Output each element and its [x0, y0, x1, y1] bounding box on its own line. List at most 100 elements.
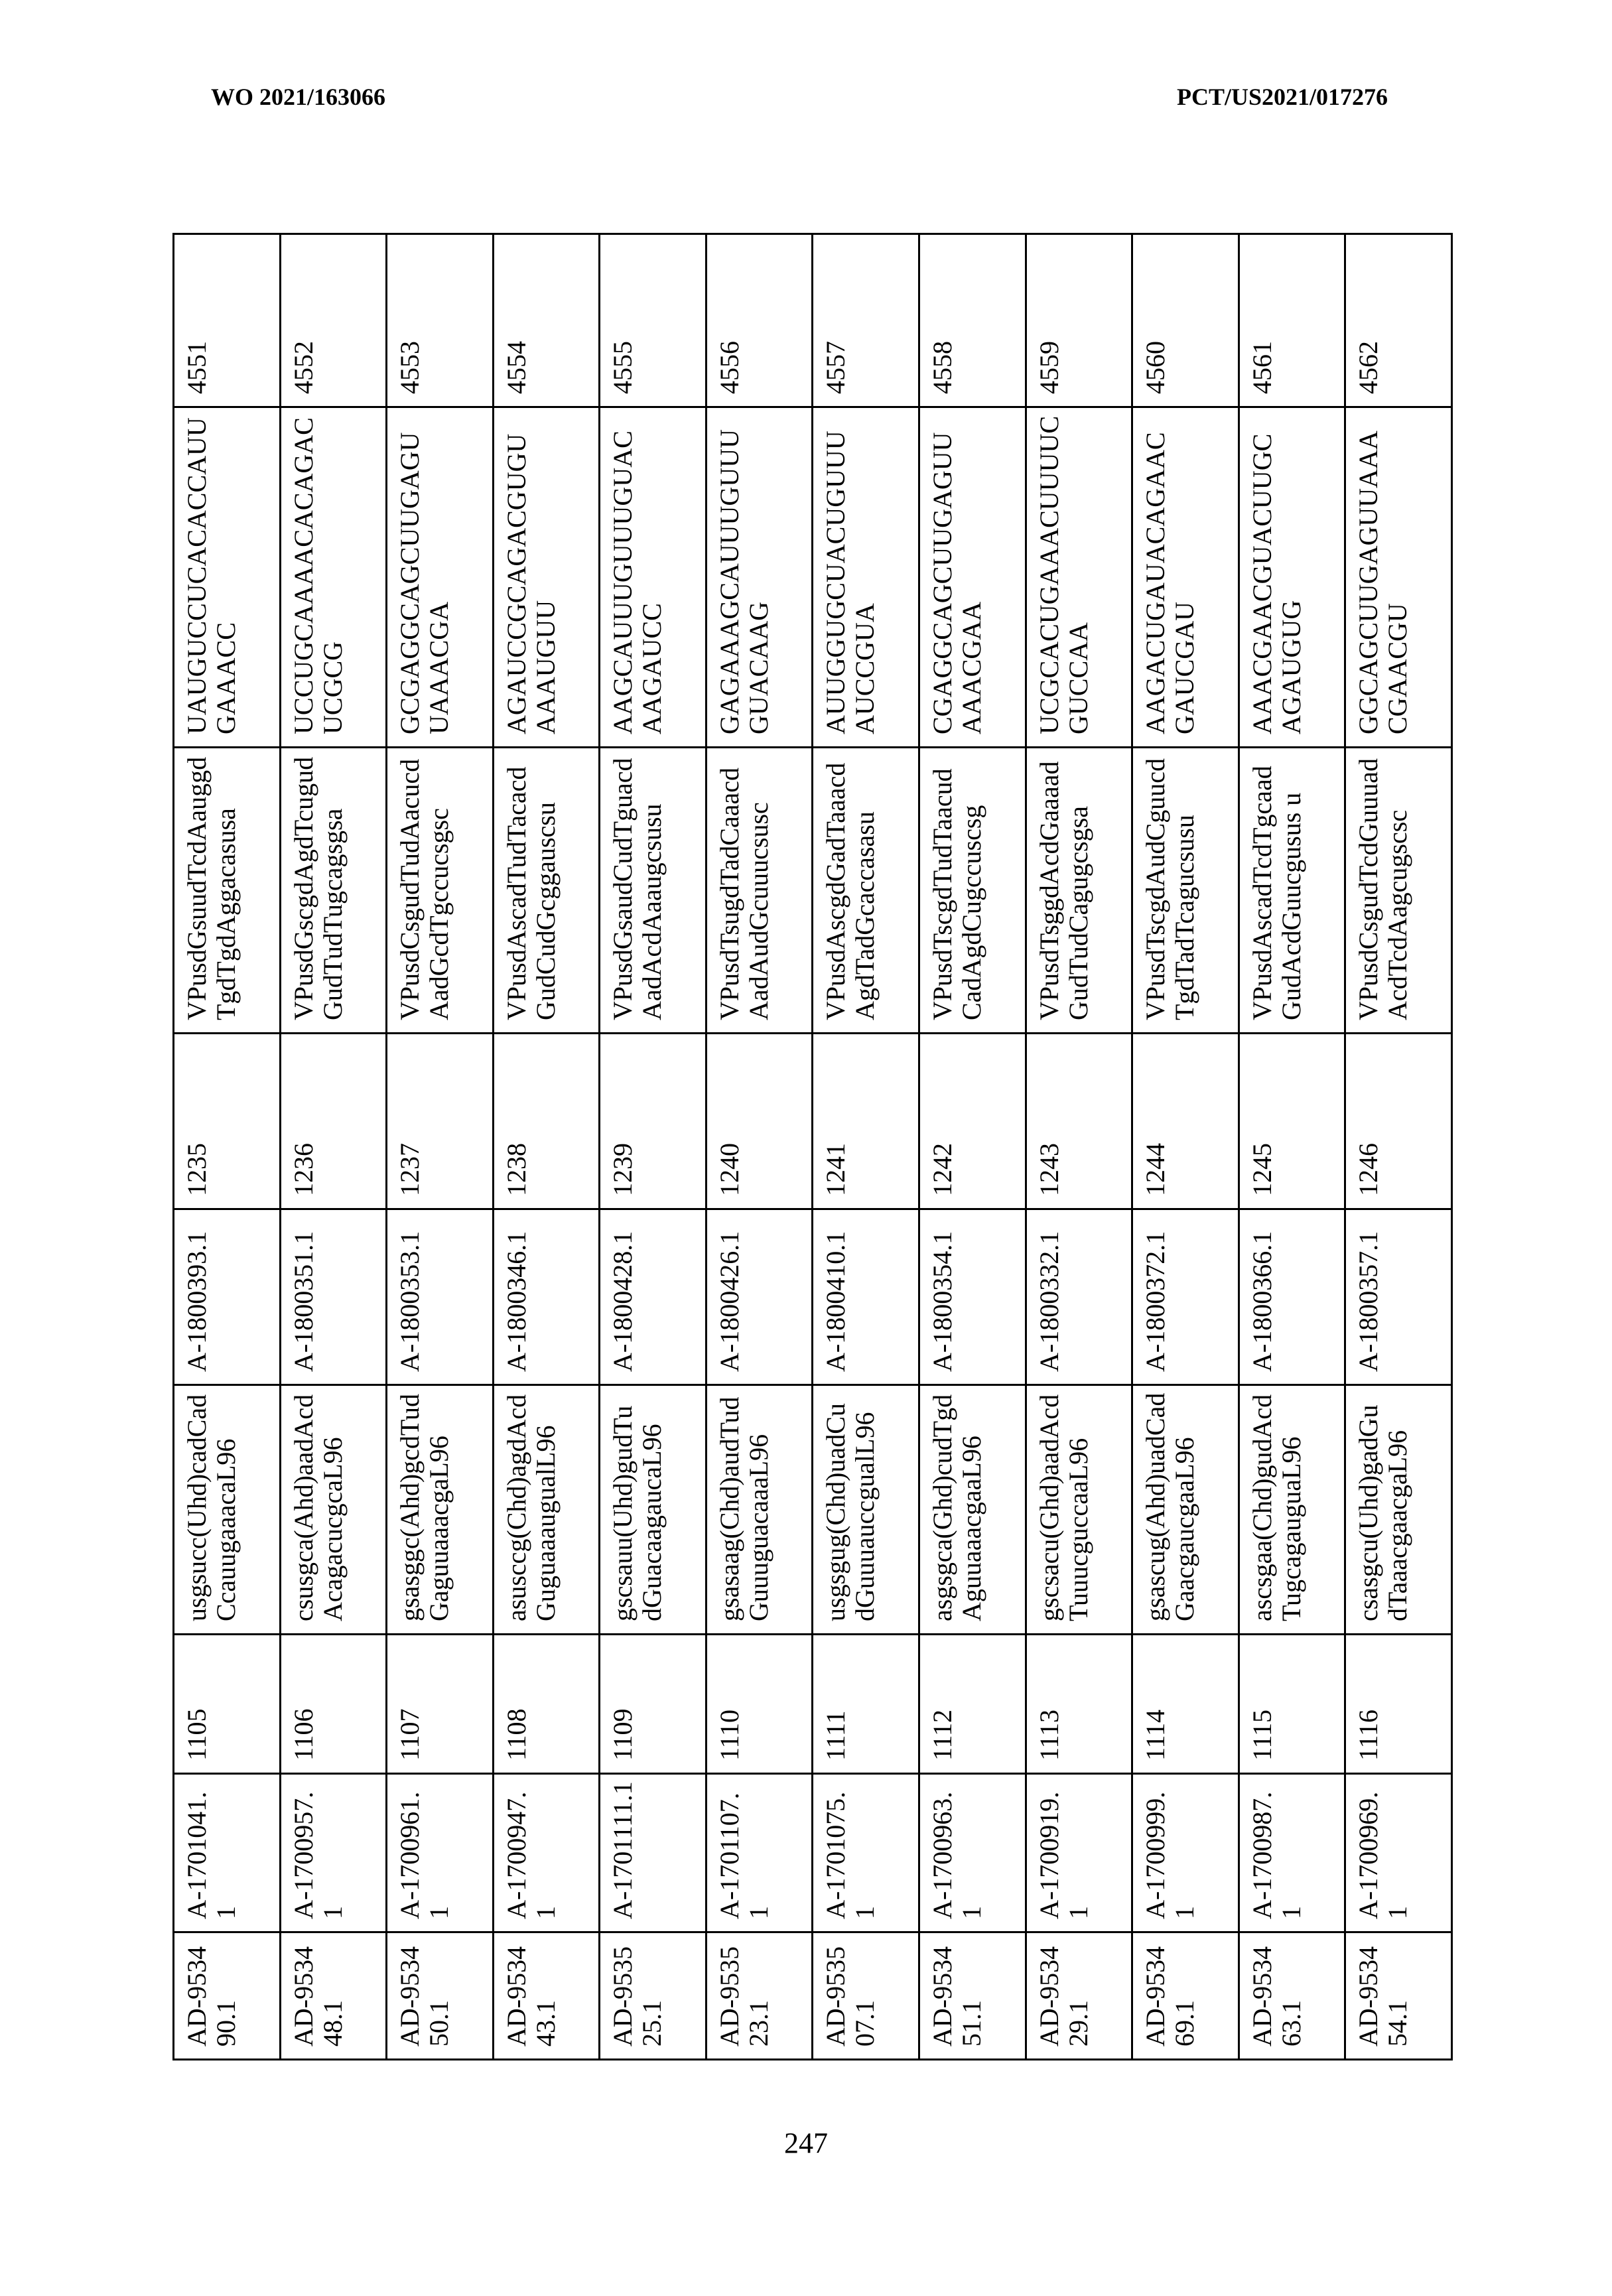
antisense-seq-id-cell: 1242 [919, 1034, 1026, 1209]
antisense-sequence-cell: VPusdTsugdTadCaaacdAadAudGcuuucsusc [706, 748, 813, 1034]
antisense-sequence-cell: VPusdAscadTcdTgcaadGudAcdGuucgusus u [1239, 748, 1345, 1034]
duplex-id-cell: AD-953454.1 [1345, 1932, 1452, 2060]
sense-sequence-cell: asusccg(Chd)agdAcdGuguaaaugualL96 [493, 1385, 600, 1635]
antisense-seq-id-cell: 1245 [1239, 1034, 1345, 1209]
mrna-target-sequence-cell: CGAGGCAGCUUGAGUUAAACGAA [919, 407, 1026, 748]
antisense-id-cell: A-1800372.1 [1132, 1209, 1239, 1385]
antisense-sequence-cell: VPusdCsgudTcdGuuuadAcdTcdAagcugscsc [1345, 748, 1452, 1034]
mrna-seq-id-cell: 4555 [600, 234, 706, 407]
table-row: AD-953463.1A-1700987.11115ascsgaa(Chd)gu… [1239, 234, 1345, 2060]
table-row: AD-953443.1A-1700947.11108asusccg(Chd)ag… [493, 234, 600, 2060]
mrna-seq-id-cell: 4558 [919, 234, 1026, 407]
mrna-target-sequence-cell: AAACGAACGUACUUGCAGAUGUG [1239, 407, 1345, 748]
antisense-sequence-cell: VPusdAscgdGadTaaacdAgdTadGcaccasasu [813, 748, 919, 1034]
mrna-seq-id-cell: 4557 [813, 234, 919, 407]
antisense-id-cell: A-1800346.1 [493, 1209, 600, 1385]
antisense-seq-id-cell: 1237 [387, 1034, 494, 1209]
duplex-id-cell: AD-953523.1 [706, 1932, 813, 2060]
mrna-seq-id-cell: 4562 [1345, 234, 1452, 407]
antisense-sequence-cell: VPusdTscgdAudCguucdTgdTadTcagucsusu [1132, 748, 1239, 1034]
antisense-id-cell: A-1800351.1 [280, 1209, 387, 1385]
antisense-sequence-cell: VPusdCsgudTudAacucdAadGcdTgccucsgsc [387, 748, 494, 1034]
sense-seq-id-cell: 1114 [1132, 1635, 1239, 1774]
sense-id-cell: A-1700987.1 [1239, 1774, 1345, 1932]
antisense-seq-id-cell: 1243 [1026, 1034, 1132, 1209]
antisense-id-cell: A-1800366.1 [1239, 1209, 1345, 1385]
publication-number: WO 2021/163066 [211, 83, 385, 111]
sense-seq-id-cell: 1113 [1026, 1635, 1132, 1774]
antisense-seq-id-cell: 1239 [600, 1034, 706, 1209]
table-row: AD-953507.1A-1701075.11111usgsgug(Chd)ua… [813, 234, 919, 2060]
table-row: AD-953454.1A-1700969.11116csasgcu(Uhd)ga… [1345, 234, 1452, 2060]
mrna-target-sequence-cell: UCGCACUGAAACUUUUCGUCCAA [1026, 407, 1132, 748]
sense-seq-id-cell: 1107 [387, 1635, 494, 1774]
antisense-id-cell: A-1800410.1 [813, 1209, 919, 1385]
sense-id-cell: A-1701111.1 [600, 1774, 706, 1932]
antisense-seq-id-cell: 1246 [1345, 1034, 1452, 1209]
antisense-seq-id-cell: 1236 [280, 1034, 387, 1209]
mrna-seq-id-cell: 4553 [387, 234, 494, 407]
antisense-seq-id-cell: 1235 [174, 1034, 281, 1209]
sense-seq-id-cell: 1108 [493, 1635, 600, 1774]
table-row: AD-953490.1A-1701041.11105usgsucc(Uhd)ca… [174, 234, 281, 2060]
antisense-id-cell: A-1800353.1 [387, 1209, 494, 1385]
sense-seq-id-cell: 1109 [600, 1635, 706, 1774]
table-row: AD-953429.1A-1700919.11113gscsacu(Ghd)aa… [1026, 234, 1132, 2060]
antisense-sequence-cell: VPusdTscgdTudTaacudCadAgdCugccuscsg [919, 748, 1026, 1034]
table-row: AD-953469.1A-1700999.11114gsascug(Ahd)ua… [1132, 234, 1239, 2060]
sense-sequence-cell: ascsgaa(Chd)gudAcdTugcagauguaL96 [1239, 1385, 1345, 1635]
antisense-sequence-cell: VPusdAscadTudTacacdGudCudGcggauscsu [493, 748, 600, 1034]
duplex-id-cell: AD-953490.1 [174, 1932, 281, 2060]
sense-sequence-cell: usgsgug(Chd)uadCudGuuuauccgualL96 [813, 1385, 919, 1635]
sense-id-cell: A-1700947.1 [493, 1774, 600, 1932]
antisense-seq-id-cell: 1238 [493, 1034, 600, 1209]
sense-sequence-cell: gsascug(Ahd)uadCadGaacgaucgaaL96 [1132, 1385, 1239, 1635]
antisense-sequence-cell: VPusdGsaudCudTguacdAadAcdAaaugcsusu [600, 748, 706, 1034]
mrna-target-sequence-cell: GCGAGGCAGCUUGAGUUAAACGA [387, 407, 494, 748]
mrna-target-sequence-cell: UCCUGCAAAACACAGACUCGCG [280, 407, 387, 748]
duplex-id-cell: AD-953448.1 [280, 1932, 387, 2060]
sense-id-cell: A-1700963.1 [919, 1774, 1026, 1932]
antisense-id-cell: A-1800426.1 [706, 1209, 813, 1385]
sense-sequence-cell: csusgca(Ahd)aadAcdAcagacucgcaL96 [280, 1385, 387, 1635]
sense-id-cell: A-1700957.1 [280, 1774, 387, 1932]
antisense-seq-id-cell: 1240 [706, 1034, 813, 1209]
sense-seq-id-cell: 1110 [706, 1635, 813, 1774]
duplex-id-cell: AD-953463.1 [1239, 1932, 1345, 2060]
sequence-table-rotated: AD-953490.1A-1701041.11105usgsucc(Uhd)ca… [172, 235, 1453, 2060]
sequence-table: AD-953490.1A-1701041.11105usgsucc(Uhd)ca… [172, 233, 1453, 2060]
sense-sequence-cell: gsasggc(Ahd)gcdTudGaguuaaacgaL96 [387, 1385, 494, 1635]
duplex-id-cell: AD-953443.1 [493, 1932, 600, 2060]
duplex-id-cell: AD-953525.1 [600, 1932, 706, 2060]
mrna-target-sequence-cell: AAGCAUUUGUUUGUACAAGAUCC [600, 407, 706, 748]
sense-sequence-cell: csasgcu(Uhd)gadGudTaaacgaacgaL96 [1345, 1385, 1452, 1635]
sense-id-cell: A-1700961.1 [387, 1774, 494, 1932]
antisense-sequence-cell: VPusdTsggdAcdGaaaadGudTudCagugcsgsa [1026, 748, 1132, 1034]
mrna-seq-id-cell: 4556 [706, 234, 813, 407]
mrna-seq-id-cell: 4554 [493, 234, 600, 407]
sense-id-cell: A-1700999.1 [1132, 1774, 1239, 1932]
antisense-sequence-cell: VPusdGscgdAgdTcugudGudTudTugcagsgsa [280, 748, 387, 1034]
antisense-id-cell: A-1800332.1 [1026, 1209, 1132, 1385]
sense-seq-id-cell: 1106 [280, 1635, 387, 1774]
antisense-sequence-cell: VPusdGsuudTcdAauggdTgdTgdAggacasusa [174, 748, 281, 1034]
duplex-id-cell: AD-953429.1 [1026, 1932, 1132, 2060]
duplex-id-cell: AD-953450.1 [387, 1932, 494, 2060]
duplex-id-cell: AD-953507.1 [813, 1932, 919, 2060]
table-row: AD-953450.1A-1700961.11107gsasggc(Ahd)gc… [387, 234, 494, 2060]
mrna-seq-id-cell: 4559 [1026, 234, 1132, 407]
sense-sequence-cell: asgsgca(Ghd)cudTgdAguuaaacgaaL96 [919, 1385, 1026, 1635]
mrna-seq-id-cell: 4551 [174, 234, 281, 407]
sense-seq-id-cell: 1116 [1345, 1635, 1452, 1774]
mrna-seq-id-cell: 4552 [280, 234, 387, 407]
sense-id-cell: A-1700969.1 [1345, 1774, 1452, 1932]
table-body: AD-953490.1A-1701041.11105usgsucc(Uhd)ca… [174, 234, 1452, 2060]
sense-sequence-cell: gscsacu(Ghd)aadAcdTuuucguccaaL96 [1026, 1385, 1132, 1635]
antisense-id-cell: A-1800354.1 [919, 1209, 1026, 1385]
mrna-seq-id-cell: 4560 [1132, 234, 1239, 407]
table-row: AD-953451.1A-1700963.11112asgsgca(Ghd)cu… [919, 234, 1026, 2060]
sense-seq-id-cell: 1105 [174, 1635, 281, 1774]
antisense-id-cell: A-1800357.1 [1345, 1209, 1452, 1385]
mrna-target-sequence-cell: AGAUCCGCAGACGUGUAAAUGUU [493, 407, 600, 748]
antisense-seq-id-cell: 1241 [813, 1034, 919, 1209]
